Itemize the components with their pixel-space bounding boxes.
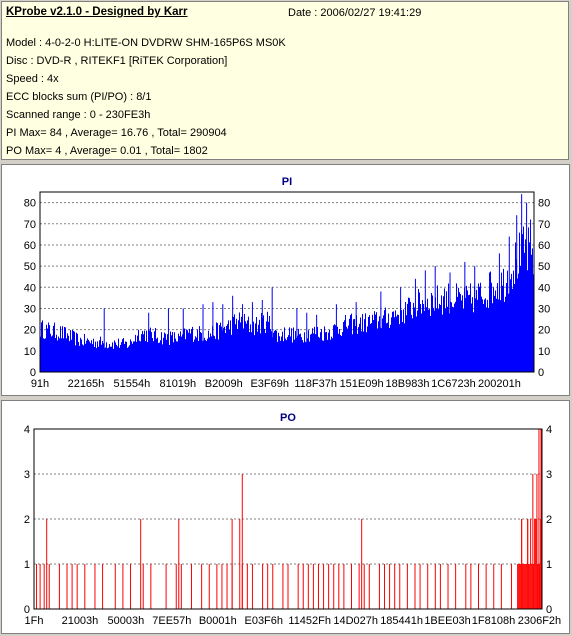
- po-xtick: 1F8108h: [472, 615, 515, 627]
- pi-ytick-left: 70: [24, 219, 36, 231]
- po-xtick: 1BEE03h: [424, 615, 470, 627]
- pi-xtick: 151E09h: [340, 378, 384, 390]
- pi-xtick: 91h: [31, 378, 49, 390]
- pi-xtick: 200201h: [478, 378, 521, 390]
- po-xtick: 11452Fh: [288, 615, 331, 627]
- po-xtick: 7EE57h: [152, 615, 191, 627]
- pi-bars: [40, 194, 534, 372]
- pi-ytick-right: 0: [538, 367, 544, 379]
- pi-xtick: 51554h: [114, 378, 151, 390]
- scan-date: Date : 2006/02/27 19:41:29: [288, 7, 422, 19]
- pi-xtick: 18B983h: [386, 378, 430, 390]
- pi-ytick-left: 30: [24, 303, 36, 315]
- po-bars: [36, 429, 543, 609]
- info-po-stats: PO Max= 4 , Average= 0.01 , Total= 1802: [6, 145, 208, 157]
- pi-ytick-left: 10: [24, 346, 36, 358]
- info-ecc: ECC blocks sum (PI/PO) : 8/1: [6, 91, 152, 103]
- pi-chart-panel: PI 0 0 10 10 20 20 30 30 40 40 50 50 60 60 70 70 80 80 91h 2…: [1, 164, 570, 396]
- info-disc: Disc : DVD-R , RITEKF1 [RiTEK Corporatio…: [6, 55, 228, 67]
- pi-ytick-right: 70: [538, 219, 550, 231]
- pi-xtick: 22165h: [68, 378, 105, 390]
- pi-ytick-left: 0: [30, 367, 36, 379]
- info-range: Scanned range : 0 - 230FE3h: [6, 109, 151, 121]
- pi-ytick-left: 20: [24, 325, 36, 337]
- po-ytick-left: 4: [24, 424, 30, 436]
- po-ytick-left: 1: [24, 559, 30, 571]
- po-xtick: 2306F2h: [518, 615, 561, 627]
- pi-ytick-right: 60: [538, 240, 550, 252]
- po-xtick: 14D027h: [333, 615, 378, 627]
- pi-xtick: 81019h: [159, 378, 196, 390]
- po-ytick-right: 3: [546, 469, 552, 481]
- po-plot-area: [33, 428, 543, 610]
- info-speed: Speed : 4x: [6, 73, 59, 85]
- po-ytick-left: 2: [24, 514, 30, 526]
- po-ytick-right: 2: [546, 514, 552, 526]
- pi-xtick: E3F69h: [250, 378, 289, 390]
- pi-plot-area: [39, 191, 535, 373]
- po-xtick: 21003h: [62, 615, 99, 627]
- pi-ytick-left: 80: [24, 198, 36, 210]
- po-xtick: 185441h: [380, 615, 423, 627]
- po-ytick-right: 1: [546, 559, 552, 571]
- pi-title: PI: [282, 176, 292, 188]
- pi-ytick-left: 60: [24, 240, 36, 252]
- po-ytick-right: 4: [546, 424, 552, 436]
- pi-xtick: 118F37h: [294, 378, 337, 390]
- pi-xtick: 1C6723h: [431, 378, 476, 390]
- info-panel: KProbe v2.1.0 - Designed by Karr Date : …: [1, 1, 569, 160]
- po-ytick-right: 0: [546, 604, 552, 616]
- pi-ytick-left: 50: [24, 261, 36, 273]
- pi-xtick: B2009h: [205, 378, 243, 390]
- po-title: PO: [280, 412, 296, 424]
- app-title: KProbe v2.1.0 - Designed by Karr: [6, 6, 188, 18]
- info-model: Model : 4-0-2-0 H:LITE-ON DVDRW SHM-165P…: [6, 37, 286, 49]
- pi-ytick-right: 40: [538, 282, 550, 294]
- pi-ytick-left: 40: [24, 282, 36, 294]
- po-chart-panel: PO 0 0 1 1 2 2 3 3 4 4 1Fh 21003h 50003h 7EE57h B0001h E…: [1, 400, 570, 634]
- po-xtick: 1Fh: [25, 615, 44, 627]
- po-xtick: E03F6h: [244, 615, 283, 627]
- pi-ytick-right: 50: [538, 261, 550, 273]
- pi-chart: PI 0 0 10 10 20 20 30 30 40 40 50 50 60 60 70 70 80 80 91h 2…: [24, 176, 551, 390]
- po-chart: PO 0 0 1 1 2 2 3 3 4 4 1Fh 21003h 50003h 7EE57h B0001h E…: [24, 412, 561, 627]
- po-ytick-left: 0: [24, 604, 30, 616]
- pi-ytick-right: 20: [538, 325, 550, 337]
- po-xtick: B0001h: [199, 615, 237, 627]
- info-pi-stats: PI Max= 84 , Average= 16.76 , Total= 290…: [6, 127, 227, 139]
- pi-ytick-right: 10: [538, 346, 550, 358]
- pi-ytick-right: 80: [538, 198, 550, 210]
- po-xtick: 50003h: [108, 615, 145, 627]
- pi-ytick-right: 30: [538, 303, 550, 315]
- po-ytick-left: 3: [24, 469, 30, 481]
